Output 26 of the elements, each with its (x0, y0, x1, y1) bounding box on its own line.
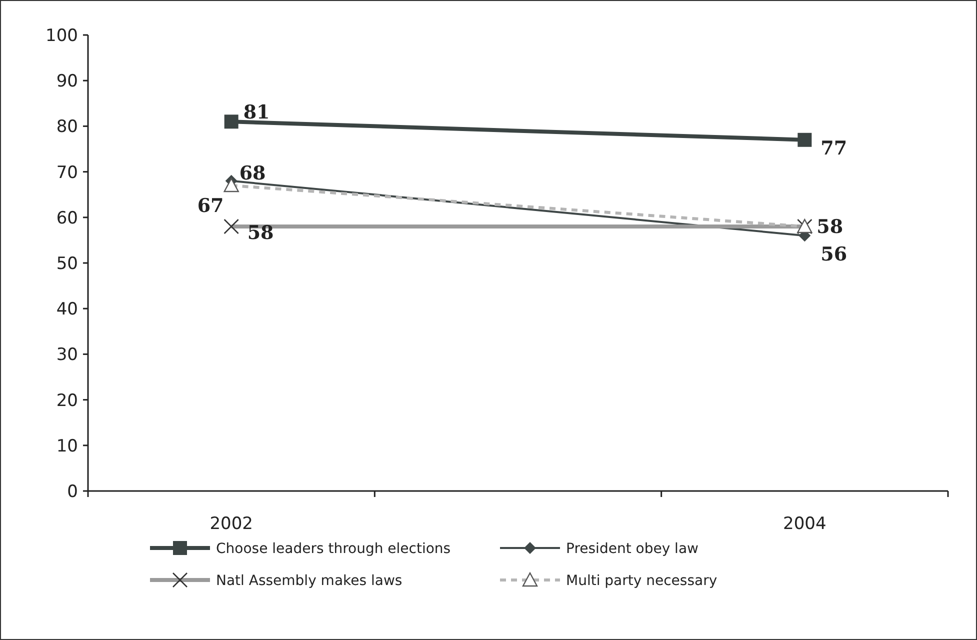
legend-label: Multi party necessary (566, 572, 718, 589)
data-label: 77 (820, 138, 848, 160)
data-label: 58 (247, 222, 274, 244)
legend-label: Natl Assembly makes laws (216, 572, 402, 589)
y-tick-label: 10 (56, 436, 78, 456)
point (224, 114, 238, 129)
y-tick-label: 90 (56, 72, 78, 92)
y-tick-label: 40 (56, 300, 78, 320)
y-tick-label: 80 (56, 117, 78, 138)
data-label: 68 (239, 162, 266, 185)
y-tick-label: 60 (56, 208, 78, 228)
y-tick-label: 0 (67, 482, 78, 502)
y-tick-label: 20 (56, 390, 78, 411)
data-label: 58 (816, 216, 844, 238)
data-label: 67 (197, 195, 224, 218)
y-tick-label: 70 (56, 162, 78, 183)
x-tick-label: 2002 (210, 514, 253, 534)
y-tick-label: 100 (46, 26, 78, 46)
legend-label: Choose leaders through elections (216, 540, 451, 557)
legend-label: President obey law (566, 540, 698, 557)
data-label: 56 (820, 243, 848, 266)
x-tick-label: 2004 (783, 514, 826, 534)
y-tick-label: 30 (56, 345, 78, 366)
y-tick-label: 50 (56, 254, 78, 274)
point (798, 132, 812, 147)
data-label: 81 (243, 101, 270, 124)
